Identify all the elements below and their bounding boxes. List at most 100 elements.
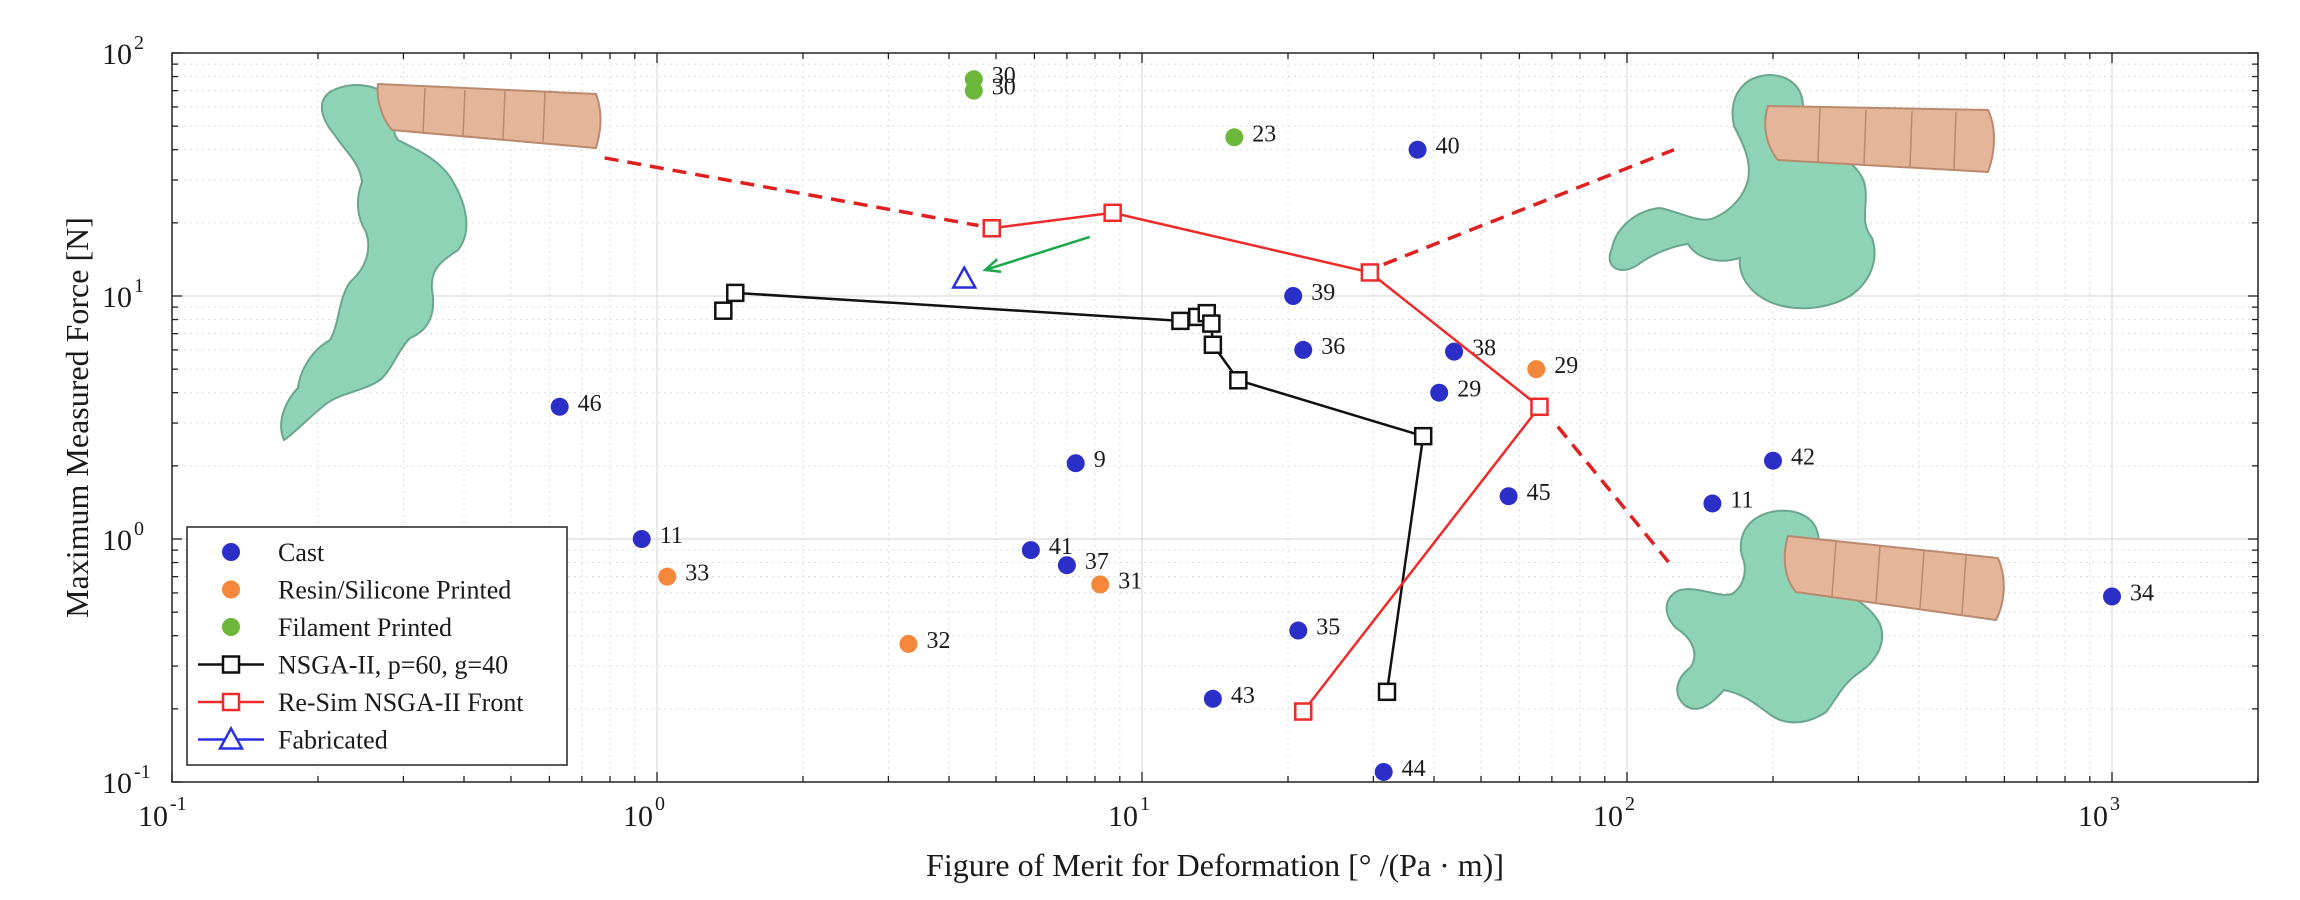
data-point-square	[1530, 397, 1549, 417]
dashed-connector-line	[604, 156, 979, 228]
data-point	[964, 81, 983, 100]
series-fabricated	[951, 264, 978, 289]
x-tick-exponent: 1	[1140, 793, 1150, 815]
data-label: 35	[1316, 615, 1340, 641]
data-point	[1408, 140, 1427, 159]
data-point	[1499, 487, 1518, 506]
render-illustration-bottom-right	[1665, 509, 2005, 724]
legend-marker	[217, 725, 245, 750]
data-point	[658, 567, 677, 586]
y-tick-label: 10 1	[102, 275, 144, 314]
data-point-square	[1413, 426, 1433, 446]
x-tick-base: 10	[1108, 800, 1138, 833]
x-tick-base: 10	[1593, 800, 1623, 833]
y-tick-exponent: -1	[134, 761, 151, 783]
x-tick-exponent: 3	[2110, 793, 2120, 815]
data-point	[1225, 128, 1244, 147]
data-label: 23	[1252, 121, 1276, 147]
data-point-square	[726, 283, 745, 303]
data-label: 29	[1457, 377, 1481, 403]
data-label: 11	[1730, 487, 1753, 513]
x-axis-title: Figure of Merit for Deformation [° /(Pa …	[926, 847, 1504, 883]
annotations	[604, 148, 1675, 564]
x-tick-base: 10	[2078, 800, 2108, 833]
series-nsga-ii-p-60-g-40	[714, 283, 1433, 702]
legend-marker	[222, 580, 240, 599]
data-point	[1430, 383, 1449, 402]
data-point-square	[982, 219, 1001, 238]
data-label: 11	[660, 523, 683, 549]
data-point-square	[1103, 203, 1122, 223]
x-tick-label: 10 1	[1108, 793, 1150, 833]
data-point-square	[1360, 263, 1380, 282]
data-point-square	[1229, 371, 1248, 390]
data-point	[1703, 494, 1722, 513]
plot-frame	[171, 52, 2259, 783]
x-tick-label: 10 3	[2078, 793, 2120, 833]
y-tick-exponent: 0	[134, 518, 144, 540]
series-resin-silicone-printed: 33 31 32 29	[658, 353, 1578, 654]
data-label: 30	[992, 63, 1016, 89]
data-label: 43	[1231, 683, 1255, 709]
data-label: 45	[1527, 480, 1551, 506]
legend-marker	[222, 543, 240, 561]
data-point	[1057, 556, 1076, 575]
arrow-shaft	[984, 235, 1091, 272]
data-point	[1527, 360, 1546, 379]
data-point-square	[1202, 314, 1221, 333]
dashed-connector-line	[1556, 425, 1671, 564]
data-label: 34	[2130, 580, 2154, 606]
y-tick-base: 10	[102, 281, 132, 314]
y-tick-label: 10 2	[102, 32, 144, 71]
legend-label: Fabricated	[278, 726, 388, 755]
data-label: 32	[926, 628, 950, 654]
x-tick-label: 10 2	[1593, 793, 1635, 833]
y-tick-base: 10	[102, 524, 132, 557]
x-tick-exponent: 2	[1625, 793, 1635, 815]
data-point	[1289, 621, 1308, 640]
data-point	[1294, 340, 1313, 359]
render-illustration-top-right	[1608, 74, 1995, 310]
data-label: 9	[1094, 447, 1106, 473]
legend: Cast Resin/Silicone Printed Filament Print…	[186, 526, 568, 766]
data-point	[1203, 689, 1222, 708]
x-tick-base: 10	[138, 800, 168, 833]
legend-item-cast: Cast	[222, 538, 325, 567]
data-point	[550, 397, 569, 416]
data-point-square	[714, 301, 733, 320]
data-label: 33	[685, 561, 709, 587]
x-tick-base: 10	[623, 800, 653, 833]
data-label: 44	[1402, 756, 1426, 782]
data-point-triangle	[951, 264, 978, 289]
x-tick-exponent: -1	[170, 793, 187, 815]
legend-label: Cast	[278, 538, 325, 567]
data-point	[1445, 342, 1464, 361]
data-point-square	[1293, 702, 1313, 721]
data-label: 46	[578, 391, 602, 417]
data-label: 36	[1321, 334, 1345, 360]
x-tick-label: 10 0	[623, 793, 665, 833]
data-point	[2103, 587, 2122, 606]
y-tick-exponent: 2	[134, 32, 144, 54]
dashed-connector-line	[1383, 148, 1675, 266]
data-label: 30	[992, 75, 1016, 101]
legend-item-fabricated: Fabricated	[198, 726, 388, 755]
y-axis-title: Maximum Measured Force [N]	[59, 217, 95, 618]
data-point-square	[1171, 311, 1190, 331]
data-point	[1284, 287, 1303, 305]
legend-label: Filament Printed	[278, 613, 452, 642]
data-label: 31	[1118, 568, 1142, 594]
legend-item-nsga-ii-p-60-g-40: NSGA-II, p=60, g=40	[198, 651, 508, 680]
grid	[172, 53, 2258, 782]
legend-item-re-sim-nsga-ii-front: Re-Sim NSGA-II Front	[198, 688, 524, 717]
data-label: 42	[1791, 445, 1815, 471]
data-point	[1374, 762, 1393, 781]
data-point	[1091, 575, 1110, 594]
data-point	[1763, 451, 1782, 470]
legend-marker	[222, 618, 240, 636]
legend-marker	[221, 692, 241, 712]
